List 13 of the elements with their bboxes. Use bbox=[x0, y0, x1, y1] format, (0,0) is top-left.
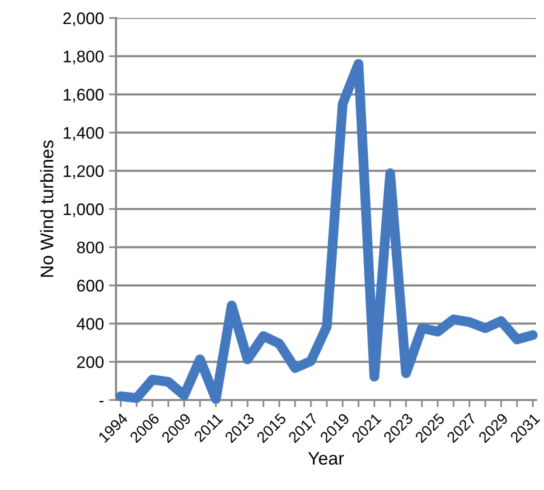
y-tick-label: 800 bbox=[77, 242, 104, 254]
y-tick-label: 1,400 bbox=[64, 127, 104, 141]
y-tick-label: 200 bbox=[77, 356, 104, 368]
y-tick-label: 400 bbox=[76, 318, 104, 330]
y-tick-label: - bbox=[99, 400, 104, 402]
y-tick-label: 600 bbox=[77, 280, 104, 292]
y-tick-label: 2,000 bbox=[63, 12, 104, 26]
y-axis-title: No Wind turbines bbox=[40, 140, 54, 277]
x-axis-title: Year bbox=[308, 452, 344, 465]
y-tick-label: 1,800 bbox=[64, 50, 104, 64]
y-tick-label: 1,000 bbox=[64, 203, 104, 218]
y-tick-label: 1,200 bbox=[64, 165, 104, 179]
y-tick-label: 1,600 bbox=[64, 88, 104, 103]
